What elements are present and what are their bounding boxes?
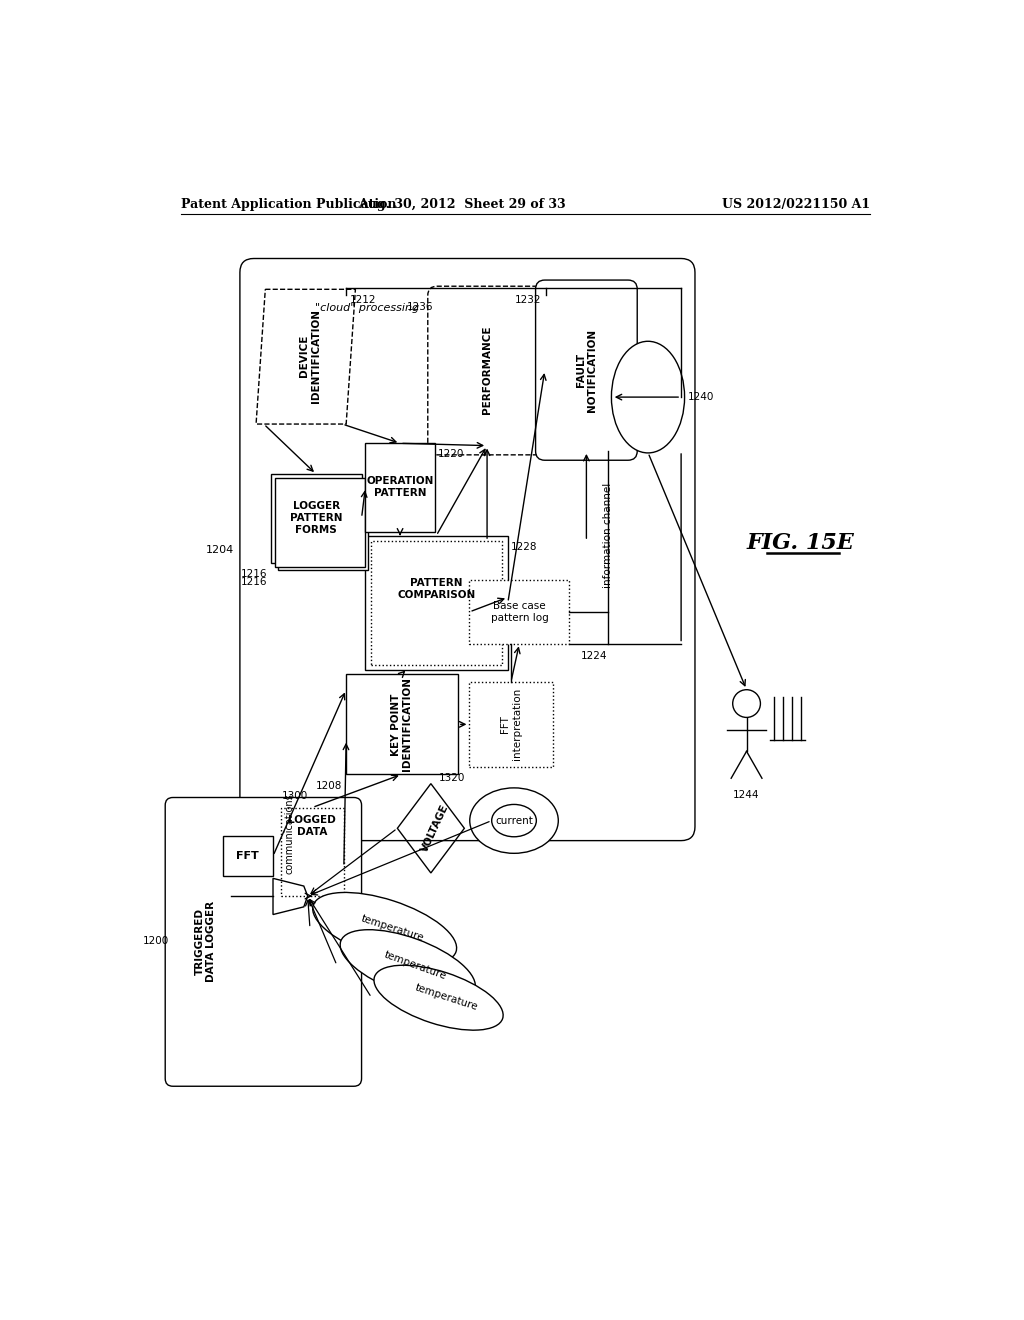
- Text: communications: communications: [285, 793, 295, 875]
- Text: 1216: 1216: [241, 569, 267, 579]
- Text: Base case
pattern log: Base case pattern log: [490, 601, 548, 623]
- Text: 1228: 1228: [511, 543, 538, 552]
- FancyBboxPatch shape: [536, 280, 637, 461]
- Text: US 2012/0221150 A1: US 2012/0221150 A1: [722, 198, 869, 211]
- Text: 1240: 1240: [688, 392, 715, 403]
- Text: temperature: temperature: [359, 913, 425, 944]
- Text: 1212: 1212: [350, 296, 377, 305]
- Text: PATTERN
COMPARISON: PATTERN COMPARISON: [397, 578, 475, 599]
- Text: 1236: 1236: [407, 302, 433, 312]
- Ellipse shape: [312, 892, 457, 965]
- Text: 1244: 1244: [733, 789, 760, 800]
- Text: 1232: 1232: [514, 296, 541, 305]
- Bar: [371, 541, 503, 665]
- Text: FAULT
NOTIFICATION: FAULT NOTIFICATION: [575, 329, 597, 412]
- Text: 1216: 1216: [241, 577, 267, 586]
- Ellipse shape: [733, 689, 761, 718]
- Bar: [281, 808, 344, 896]
- Bar: [366, 444, 435, 532]
- Bar: [366, 536, 508, 671]
- Text: OPERATION
PATTERN: OPERATION PATTERN: [367, 477, 434, 498]
- FancyBboxPatch shape: [428, 286, 547, 455]
- Text: information channel: information channel: [603, 483, 613, 589]
- Text: VOLTAGE: VOLTAGE: [419, 803, 451, 854]
- Text: KEY POINT
IDENTIFICATION: KEY POINT IDENTIFICATION: [391, 677, 413, 771]
- Text: PERFORMANCE: PERFORMANCE: [482, 326, 493, 414]
- Ellipse shape: [492, 804, 537, 837]
- Bar: [274, 478, 366, 566]
- Ellipse shape: [470, 788, 558, 853]
- Text: 1224: 1224: [581, 651, 607, 661]
- Text: 1204: 1204: [206, 545, 234, 554]
- Ellipse shape: [340, 929, 475, 1001]
- Text: FIG. 15E: FIG. 15E: [746, 532, 854, 554]
- Text: 1208: 1208: [316, 781, 342, 791]
- Text: 1320: 1320: [439, 774, 466, 783]
- Text: Aug. 30, 2012  Sheet 29 of 33: Aug. 30, 2012 Sheet 29 of 33: [357, 198, 565, 211]
- Ellipse shape: [611, 342, 685, 453]
- FancyBboxPatch shape: [240, 259, 695, 841]
- Text: FFT: FFT: [237, 851, 259, 861]
- Text: Patent Application Publication: Patent Application Publication: [180, 198, 396, 211]
- Bar: [346, 675, 458, 775]
- Text: "cloud" processing: "cloud" processing: [315, 304, 420, 313]
- Text: DEVICE
IDENTIFICATION: DEVICE IDENTIFICATION: [299, 309, 321, 404]
- Bar: [270, 474, 361, 562]
- Text: temperature: temperature: [383, 949, 449, 981]
- Bar: [469, 581, 569, 644]
- Bar: [469, 682, 553, 767]
- Text: LOGGER
PATTERN
FORMS: LOGGER PATTERN FORMS: [290, 502, 342, 535]
- Bar: [278, 480, 369, 570]
- Text: current: current: [495, 816, 532, 825]
- FancyBboxPatch shape: [165, 797, 361, 1086]
- Text: TRIGGERED
DATA LOGGER: TRIGGERED DATA LOGGER: [195, 902, 216, 982]
- Text: LOGGED
DATA: LOGGED DATA: [289, 816, 336, 837]
- Ellipse shape: [374, 965, 503, 1030]
- Text: temperature: temperature: [414, 983, 479, 1012]
- Text: 1220: 1220: [438, 449, 464, 459]
- Text: FFT
interpretation: FFT interpretation: [500, 688, 522, 760]
- Text: 1300: 1300: [283, 792, 308, 801]
- Bar: [223, 836, 273, 876]
- Text: 1200: 1200: [142, 936, 169, 946]
